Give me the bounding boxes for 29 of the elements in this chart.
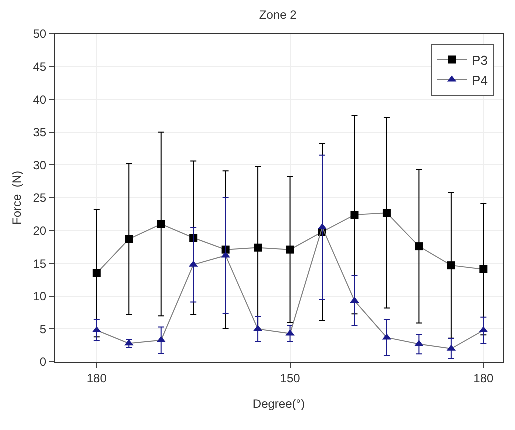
y-tick-label: 35 — [33, 126, 47, 140]
y-tick-label: 40 — [33, 92, 47, 107]
legend-label: P4 — [472, 72, 488, 88]
y-tick-label: 20 — [33, 224, 47, 238]
y-tick-label: 5 — [40, 322, 47, 336]
point — [125, 235, 134, 244]
y-axis-title: Force (N) — [10, 170, 24, 225]
x-tick-label: 180 — [474, 371, 494, 386]
point — [415, 242, 424, 251]
legend-label: P3 — [472, 52, 488, 68]
point — [254, 244, 262, 252]
y-tick-label: 10 — [33, 290, 47, 304]
point — [350, 211, 359, 220]
point — [157, 220, 166, 228]
y-tick-label: 50 — [33, 27, 47, 42]
x-axis-title: Degree(°) — [252, 397, 306, 411]
point — [447, 262, 456, 270]
y-tick-label: 0 — [40, 355, 47, 370]
x-tick-label: 150 — [280, 371, 301, 386]
y-tick-label: 45 — [33, 60, 47, 74]
x-tick-label: 180 — [86, 371, 108, 386]
point — [92, 269, 101, 278]
y-tick-label: 15 — [33, 256, 47, 271]
y-tick-label: 25 — [33, 191, 47, 206]
y-tick-label: 30 — [33, 158, 47, 172]
chart-title: Zone 2 — [259, 8, 298, 22]
point — [286, 246, 294, 254]
point — [480, 266, 488, 274]
point — [382, 209, 391, 218]
